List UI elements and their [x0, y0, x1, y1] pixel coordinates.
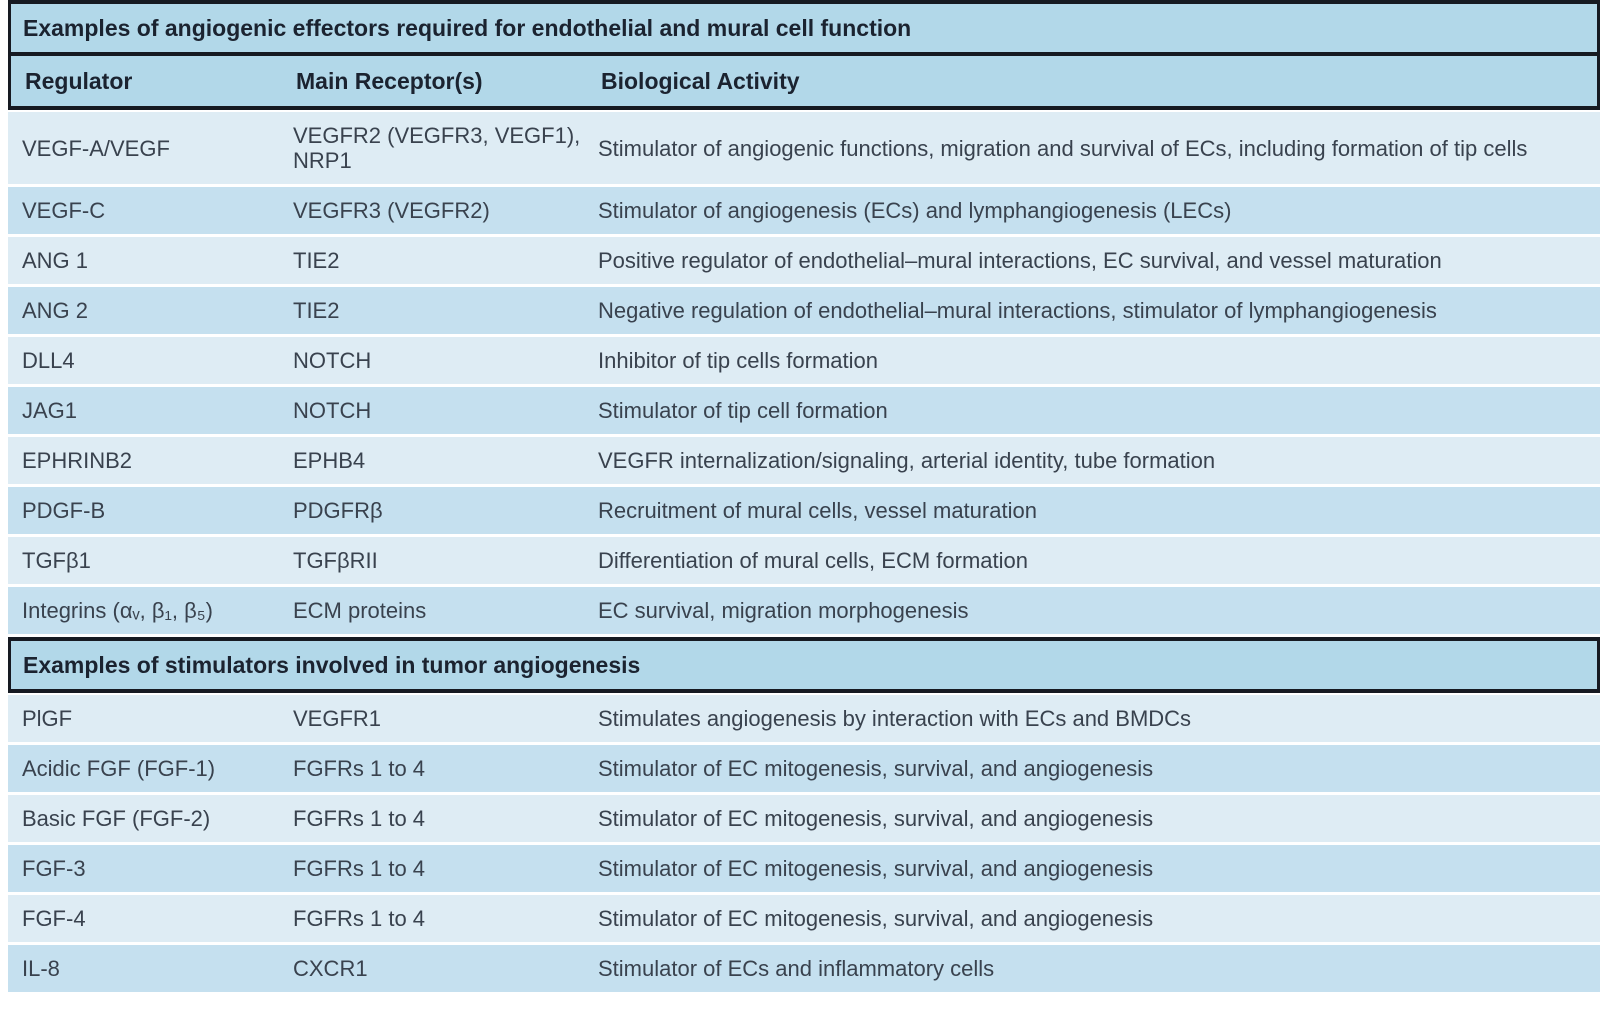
table-row: EPHRINB2 EPHB4 VEGFR internalization/sig…	[8, 437, 1600, 484]
table-row: PlGF VEGFR1 Stimulates angiogenesis by i…	[8, 695, 1600, 742]
cell-activity: Stimulator of EC mitogenesis, survival, …	[598, 856, 1154, 881]
cell-regulator: VEGF-C	[22, 198, 106, 223]
cell-receptor: PDGFRβ	[293, 498, 383, 523]
cell-activity: Stimulator of angiogenic functions, migr…	[598, 135, 1528, 161]
table-row: ANG 1 TIE2 Positive regulator of endothe…	[8, 237, 1600, 284]
cell-regulator: ANG 1	[22, 248, 89, 273]
cell-receptor: TIE2	[293, 298, 340, 323]
cell-regulator: IL-8	[22, 956, 60, 981]
cell-receptor: NOTCH	[293, 398, 372, 423]
table-row: PDGF-B PDGFRβ Recruitment of mural cells…	[8, 487, 1600, 534]
table-row: Acidic FGF (FGF-1) FGFRs 1 to 4 Stimulat…	[8, 745, 1600, 792]
cell-activity: Stimulates angiogenesis by interaction w…	[598, 706, 1192, 731]
cell-activity: Differentiation of mural cells, ECM form…	[598, 548, 1028, 573]
cell-regulator: TGFβ1	[22, 548, 91, 573]
cell-receptor: NOTCH	[293, 348, 372, 373]
cell-activity: Stimulator of EC mitogenesis, survival, …	[598, 756, 1154, 781]
table-row: Integrins (αᵥ, β₁, β₅) ECM proteins EC s…	[8, 587, 1600, 634]
cell-activity: Recruitment of mural cells, vessel matur…	[598, 498, 1037, 523]
cell-receptor: FGFRs 1 to 4	[293, 856, 426, 881]
table-row: IL-8 CXCR1 Stimulator of ECs and inflamm…	[8, 945, 1600, 992]
cell-receptor: TIE2	[293, 248, 340, 273]
column-header-regulator: Regulator	[25, 67, 133, 94]
cell-regulator: Integrins (αᵥ, β₁, β₅)	[22, 598, 213, 623]
cell-receptor: ECM proteins	[293, 598, 427, 623]
table-header-frame: Examples of angiogenic effectors require…	[8, 0, 1600, 110]
cell-activity: Stimulator of EC mitogenesis, survival, …	[598, 806, 1154, 831]
table-row: DLL4 NOTCH Inhibitor of tip cells format…	[8, 337, 1600, 384]
cell-receptor: VEGFR1	[293, 706, 382, 731]
column-header-activity: Biological Activity	[601, 67, 800, 94]
cell-regulator: VEGF-A/VEGF	[22, 135, 170, 161]
cell-regulator: PDGF-B	[22, 498, 106, 523]
cell-activity: Inhibitor of tip cells formation	[598, 348, 879, 373]
table-row: ANG 2 TIE2 Negative regulation of endoth…	[8, 287, 1600, 334]
cell-activity: Stimulator of tip cell formation	[598, 398, 888, 423]
section-2-rows: PlGF VEGFR1 Stimulates angiogenesis by i…	[8, 695, 1600, 992]
cell-activity: Stimulator of ECs and inflammatory cells	[598, 956, 995, 981]
section-1-title: Examples of angiogenic effectors require…	[23, 14, 912, 41]
cell-regulator: FGF-3	[22, 856, 86, 881]
cell-receptor: CXCR1	[293, 956, 368, 981]
cell-activity: Stimulator of angiogenesis (ECs) and lym…	[598, 198, 1232, 223]
cell-regulator: PlGF	[22, 706, 73, 731]
cell-receptor: VEGFR3 (VEGFR2)	[293, 198, 490, 223]
section-1-header-band: Examples of angiogenic effectors require…	[11, 4, 1597, 56]
table-row: Basic FGF (FGF-2) FGFRs 1 to 4 Stimulato…	[8, 795, 1600, 842]
column-header-row: Regulator Main Receptor(s) Biological Ac…	[11, 56, 1597, 106]
table-row: FGF-4 FGFRs 1 to 4 Stimulator of EC mito…	[8, 895, 1600, 942]
cell-activity: Negative regulation of endothelial–mural…	[598, 298, 1437, 323]
table-row: VEGF-A/VEGF VEGFR2 (VEGFR3, VEGF1), NRP1…	[8, 112, 1600, 184]
cell-activity: VEGFR internalization/signaling, arteria…	[598, 448, 1216, 473]
table-row: FGF-3 FGFRs 1 to 4 Stimulator of EC mito…	[8, 845, 1600, 892]
cell-regulator: DLL4	[22, 348, 75, 373]
cell-activity: Stimulator of EC mitogenesis, survival, …	[598, 906, 1154, 931]
cell-receptor: EPHB4	[293, 448, 366, 473]
cell-regulator: JAG1	[22, 398, 78, 423]
section-2-header-band: Examples of stimulators involved in tumo…	[11, 641, 1597, 689]
cell-receptor: FGFRs 1 to 4	[293, 906, 426, 931]
column-header-receptor: Main Receptor(s)	[296, 67, 483, 94]
cell-regulator: ANG 2	[22, 298, 89, 323]
cell-regulator: EPHRINB2	[22, 448, 133, 473]
cell-receptor: FGFRs 1 to 4	[293, 806, 426, 831]
table-row: TGFβ1 TGFβRII Differentiation of mural c…	[8, 537, 1600, 584]
section-2-header-frame: Examples of stimulators involved in tumo…	[8, 637, 1600, 693]
cell-receptor: VEGFR2 (VEGFR3, VEGF1), NRP1	[293, 123, 581, 173]
section-2-title: Examples of stimulators involved in tumo…	[23, 651, 641, 678]
section-1-rows: VEGF-A/VEGF VEGFR2 (VEGFR3, VEGF1), NRP1…	[8, 112, 1600, 634]
cell-regulator: Basic FGF (FGF-2)	[22, 806, 211, 831]
cell-regulator: FGF-4	[22, 906, 86, 931]
cell-regulator: Acidic FGF (FGF-1)	[22, 756, 216, 781]
cell-activity: EC survival, migration morphogenesis	[598, 598, 969, 623]
table-row: VEGF-C VEGFR3 (VEGFR2) Stimulator of ang…	[8, 187, 1600, 234]
cell-receptor: FGFRs 1 to 4	[293, 756, 426, 781]
cell-activity: Positive regulator of endothelial–mural …	[598, 248, 1442, 273]
cell-receptor: TGFβRII	[293, 548, 378, 573]
table-row: JAG1 NOTCH Stimulator of tip cell format…	[8, 387, 1600, 434]
